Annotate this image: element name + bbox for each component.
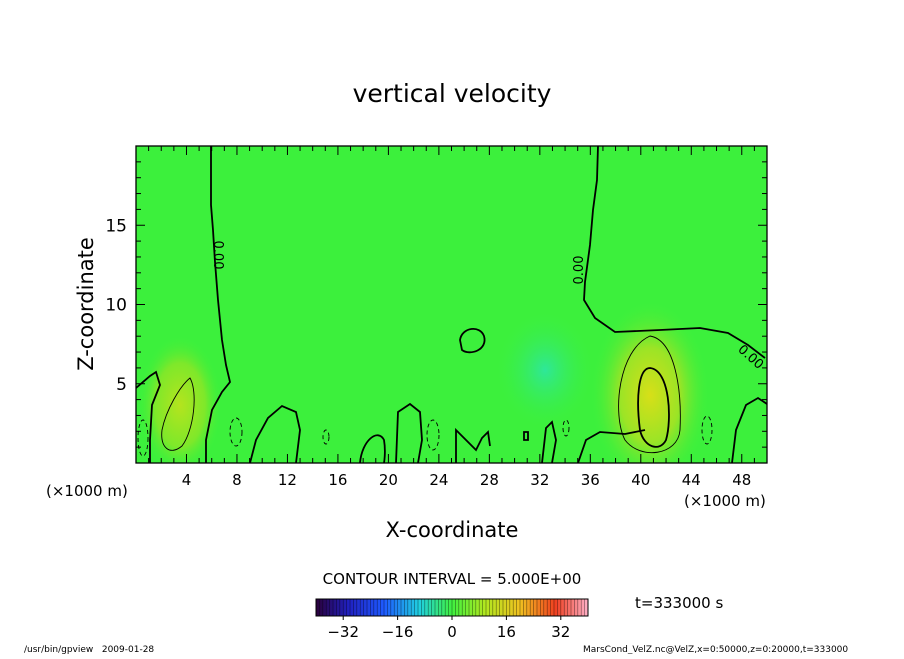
y-axis-label: Z-coordinate bbox=[74, 237, 98, 371]
footer-left: /usr/bin/gpview 2009-01-28 bbox=[24, 645, 154, 654]
x-tick-label: 40 bbox=[631, 471, 650, 489]
colorbar-tick-label: 32 bbox=[551, 623, 570, 641]
weak-downdraft-shading bbox=[495, 310, 595, 430]
x-axis-label: X-coordinate bbox=[386, 518, 519, 542]
footer-right: MarsCond_VelZ.nc@VelZ,x=0:50000,z=0:2000… bbox=[583, 645, 848, 654]
colorbar-bands bbox=[319, 599, 585, 616]
zero-contour-right-column bbox=[583, 146, 766, 359]
zero-contour-label-middle: 0.00 bbox=[572, 256, 587, 285]
colorbar-tick-label: 16 bbox=[497, 623, 516, 641]
downdraft-contour-5 bbox=[562, 419, 570, 437]
x-tick-label: 36 bbox=[581, 471, 600, 489]
zero-contours bbox=[136, 146, 767, 463]
contour-interval-label: CONTOUR INTERVAL = 5.000E+00 bbox=[323, 570, 582, 588]
updraft-contour-left bbox=[161, 377, 195, 451]
zero-contour-low-5 bbox=[541, 420, 557, 463]
downdraft-contour-1 bbox=[137, 419, 149, 457]
y-tick-label: 15 bbox=[105, 216, 127, 236]
contour-field bbox=[136, 146, 767, 463]
negative-contours bbox=[137, 415, 713, 457]
downdraft-contour-2 bbox=[229, 417, 243, 447]
positive-contours bbox=[161, 335, 681, 454]
x-tick-label: 28 bbox=[480, 471, 499, 489]
x-tick-label: 20 bbox=[379, 471, 398, 489]
time-label: t=333000 s bbox=[635, 594, 723, 612]
x-axis-unit-right: (×1000 m) bbox=[684, 492, 766, 510]
zero-contour-right-lower bbox=[577, 429, 646, 463]
zero-contour-low-2 bbox=[359, 434, 386, 463]
downdraft-contour-3 bbox=[322, 429, 330, 445]
colorbar-ticks: −32 −16 0 16 32 bbox=[327, 616, 570, 641]
x-tick-label: 48 bbox=[732, 471, 751, 489]
zero-contour-label-left: 0.00 bbox=[210, 241, 225, 270]
y-tick-label: 5 bbox=[116, 375, 127, 395]
zero-contour-low-6 bbox=[523, 431, 529, 441]
x-axis-unit-left: (×1000 m) bbox=[46, 482, 128, 500]
x-tick-label: 8 bbox=[232, 471, 242, 489]
x-tick-label: 12 bbox=[278, 471, 297, 489]
x-tick-label: 24 bbox=[429, 471, 448, 489]
zero-contour-left-column bbox=[205, 146, 231, 463]
zero-contour-bubble bbox=[459, 328, 486, 354]
colorbar-tick-label: −32 bbox=[327, 623, 359, 641]
zero-contour-low-3 bbox=[395, 402, 423, 463]
x-axis-ticks: 4 8 12 16 20 24 28 32 36 40 44 48 bbox=[148, 146, 755, 489]
x-tick-label: 44 bbox=[682, 471, 701, 489]
x-tick-label: 16 bbox=[328, 471, 347, 489]
colorbar-tick-label: 0 bbox=[447, 623, 457, 641]
downdraft-contour-6 bbox=[701, 415, 713, 445]
y-tick-label: 10 bbox=[105, 296, 127, 316]
y-axis-ticks: 5 10 15 bbox=[105, 161, 767, 448]
zero-contour-low-4 bbox=[455, 427, 491, 463]
updraft-core-contour-right bbox=[637, 367, 670, 448]
zero-contour-low-1 bbox=[249, 404, 301, 463]
chart-title: vertical velocity bbox=[353, 79, 552, 108]
downdraft-contour-4 bbox=[426, 419, 440, 451]
x-tick-label: 32 bbox=[530, 471, 549, 489]
zero-contour-low-7 bbox=[731, 396, 767, 463]
colorbar-tick-label: −16 bbox=[382, 623, 414, 641]
updraft-shading-left bbox=[138, 335, 222, 463]
updraft-contour-right bbox=[618, 335, 681, 454]
x-tick-label: 4 bbox=[182, 471, 192, 489]
zero-contour-left-edge bbox=[136, 370, 161, 463]
